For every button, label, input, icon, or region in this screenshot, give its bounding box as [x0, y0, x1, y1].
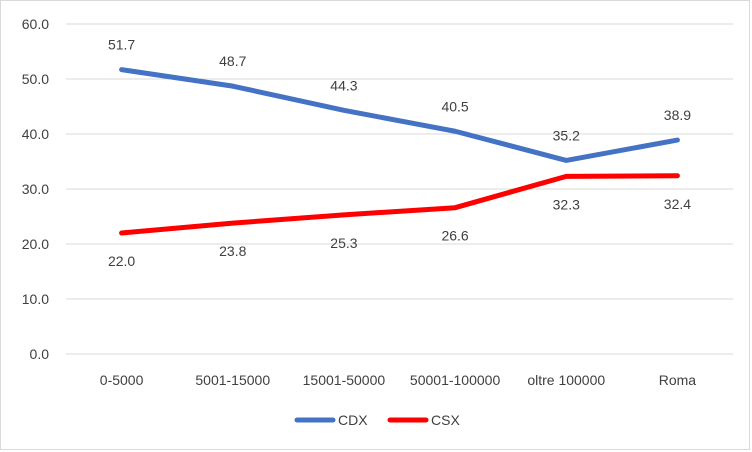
y-tick-label: 0.0 — [30, 346, 50, 362]
data-label-cdx: 35.2 — [553, 127, 580, 143]
data-label-csx: 26.6 — [441, 228, 468, 244]
series-lines — [119, 67, 680, 236]
data-label-cdx: 40.5 — [441, 98, 468, 114]
y-tick-label: 40.0 — [22, 126, 49, 142]
data-label-csx: 32.3 — [553, 196, 580, 212]
gridlines — [66, 23, 733, 355]
y-tick-label: 30.0 — [22, 181, 49, 197]
y-tick-label: 60.0 — [22, 16, 49, 32]
data-label-cdx: 48.7 — [219, 53, 246, 69]
y-tick-label: 10.0 — [22, 291, 49, 307]
legend: CDX CSX — [294, 412, 460, 428]
x-tick-label: 0-5000 — [100, 372, 144, 388]
series-line-cdx — [119, 67, 680, 163]
x-axis-tick-labels: 0-5000 5001-15000 15001-50000 50001-100000 o… — [100, 372, 697, 388]
x-tick-label: 15001-50000 — [303, 372, 386, 388]
data-label-cdx: 38.9 — [664, 107, 691, 123]
data-label-cdx: 51.7 — [108, 37, 135, 53]
legend-label-csx: CSX — [431, 412, 460, 428]
series-line-csx — [119, 173, 680, 236]
y-tick-label: 50.0 — [22, 71, 49, 87]
data-label-csx: 22.0 — [108, 253, 135, 269]
data-label-csx: 23.8 — [219, 243, 246, 259]
data-label-csx: 32.4 — [664, 196, 691, 212]
x-tick-label: Roma — [659, 372, 697, 388]
data-label-cdx: 44.3 — [330, 77, 357, 93]
data-label-csx: 25.3 — [330, 235, 357, 251]
x-tick-label: oltre 100000 — [527, 372, 605, 388]
y-axis-tick-labels: 0.0 10.0 20.0 30.0 40.0 50.0 60.0 — [22, 16, 49, 362]
x-tick-label: 5001-15000 — [195, 372, 270, 388]
legend-label-cdx: CDX — [338, 412, 368, 428]
x-tick-label: 50001-100000 — [410, 372, 501, 388]
y-tick-label: 20.0 — [22, 236, 49, 252]
data-labels: 51.7 48.7 44.3 40.5 35.2 38.9 22.0 23.8 25.3 26.6… — [108, 37, 691, 269]
